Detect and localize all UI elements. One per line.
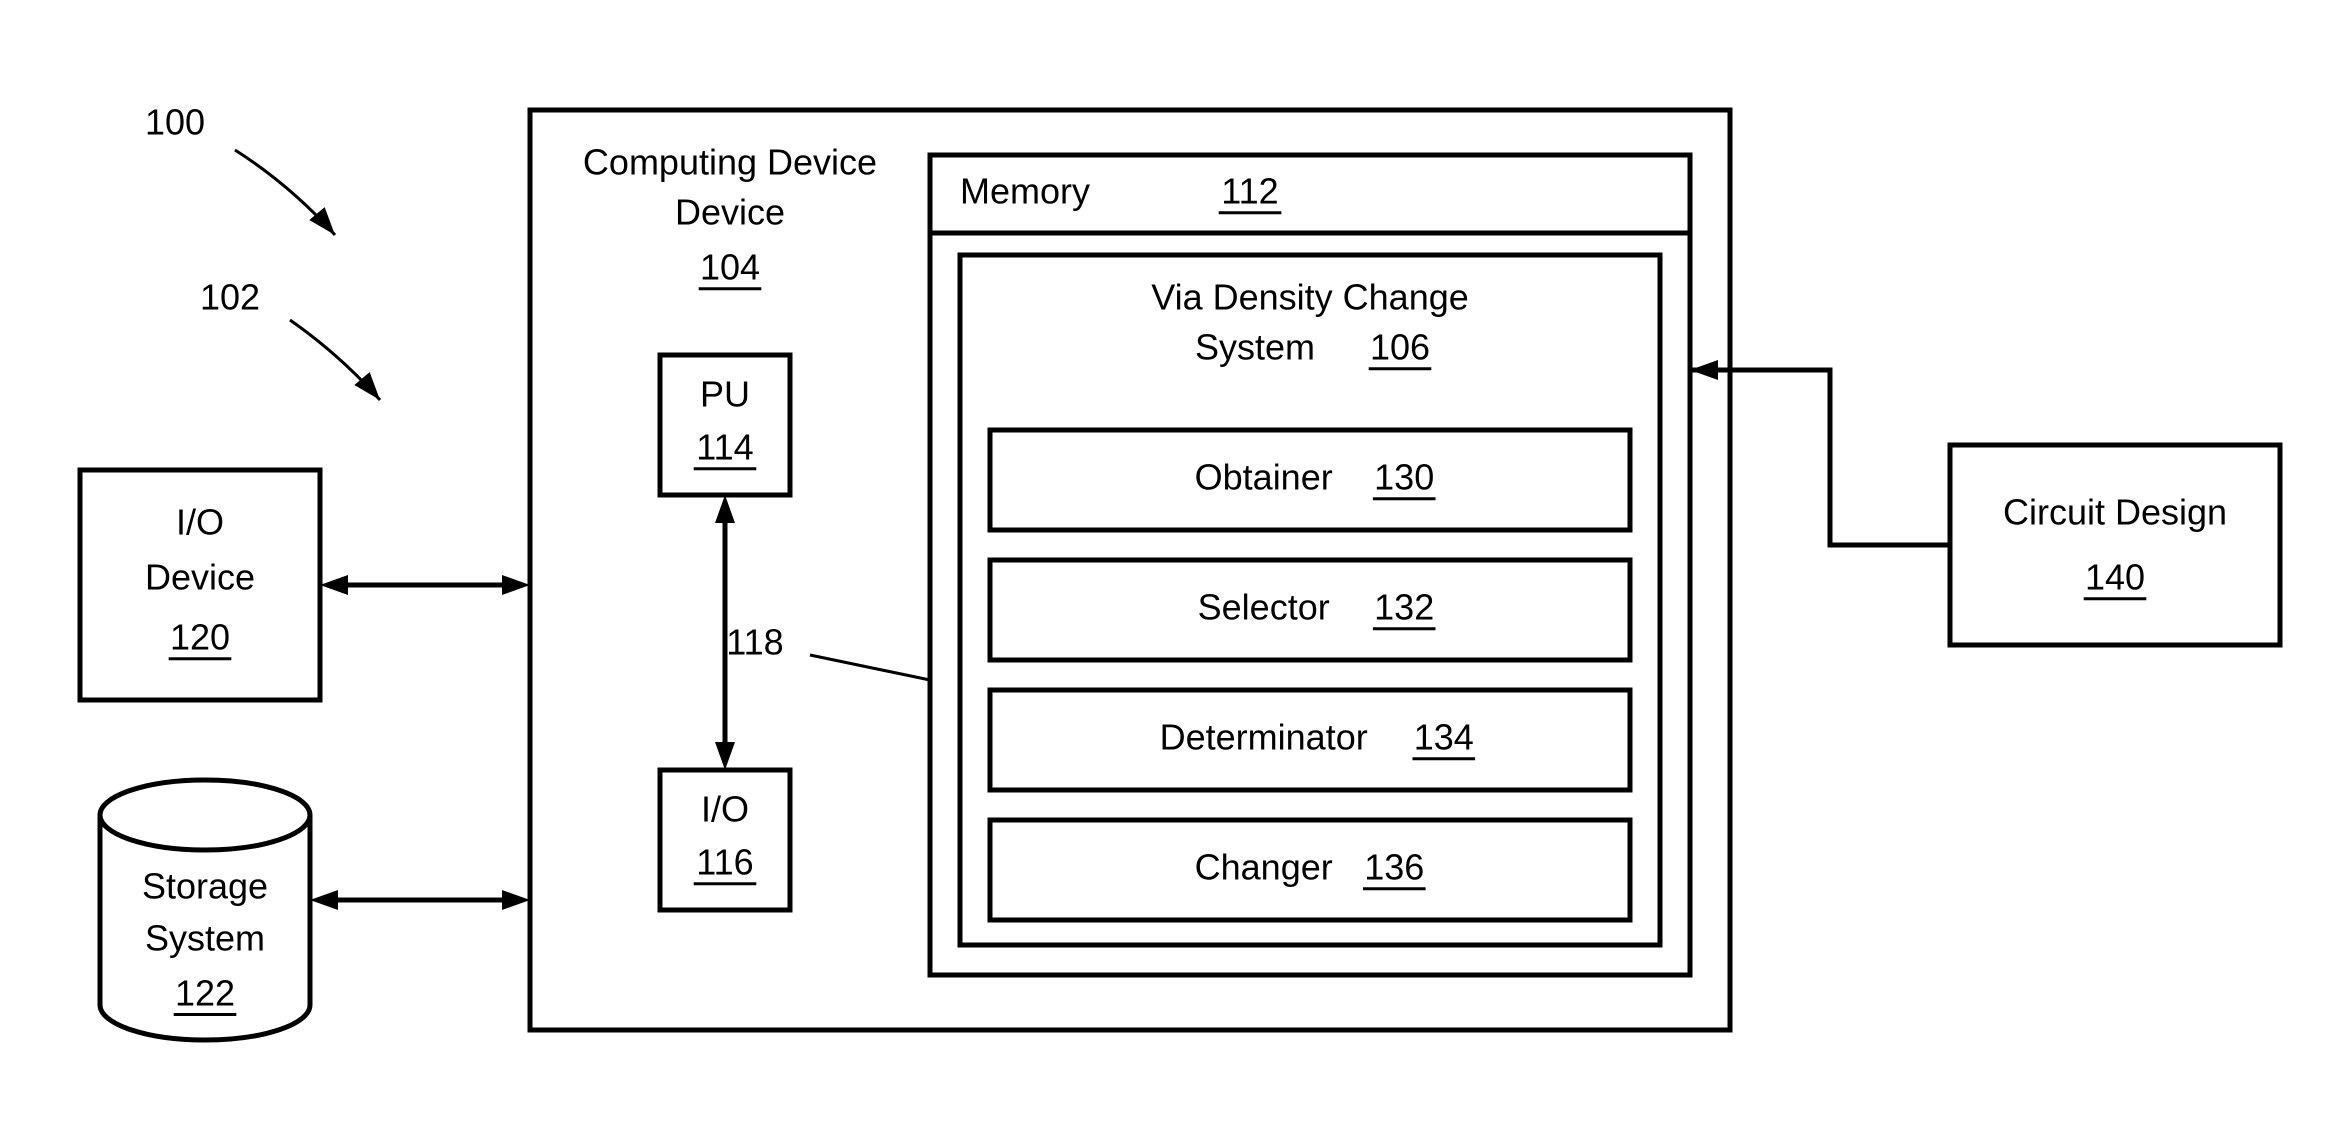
io-internal-ref: 116 <box>696 842 753 883</box>
circuit-design-ref: 140 <box>2085 557 2145 598</box>
system-ref-label: 100 <box>145 102 205 143</box>
memory-ref: 112 <box>1221 171 1278 212</box>
env-ref-label: 102 <box>200 277 260 318</box>
circuit-design-box <box>1950 445 2280 645</box>
io-device-title2: Device <box>145 557 255 598</box>
io-device-title1: I/O <box>176 502 224 543</box>
io-internal-title: I/O <box>701 789 749 830</box>
selector-ref: 132 <box>1374 587 1434 628</box>
obtainer-title: Obtainer <box>1195 457 1333 498</box>
selector-title: Selector <box>1198 587 1330 628</box>
pu-title: PU <box>700 374 750 415</box>
computing-title-line1: Computing Device <box>583 142 877 183</box>
storage-title1: Storage <box>142 866 268 907</box>
vdcs-ref: 106 <box>1370 327 1430 368</box>
determinator-ref: 134 <box>1414 717 1474 758</box>
io-device-ref: 120 <box>170 617 230 658</box>
pu-ref: 114 <box>696 427 753 468</box>
changer-title: Changer <box>1195 847 1333 888</box>
storage-title2: System <box>145 918 265 959</box>
obtainer-ref: 130 <box>1374 457 1434 498</box>
vdcs-title2: System <box>1195 327 1315 368</box>
changer-ref: 136 <box>1364 847 1424 888</box>
determinator-title: Determinator <box>1160 717 1368 758</box>
storage-cylinder-top <box>100 780 310 850</box>
storage-ref: 122 <box>175 972 235 1013</box>
computing-device-ref: 104 <box>700 247 760 288</box>
bus-ref-label: 118 <box>726 622 783 663</box>
vdcs-title1: Via Density Change <box>1151 277 1469 318</box>
computing-title-line2: Device <box>675 192 785 233</box>
memory-title: Memory <box>960 171 1090 212</box>
circuit-design-title: Circuit Design <box>2003 492 2227 533</box>
